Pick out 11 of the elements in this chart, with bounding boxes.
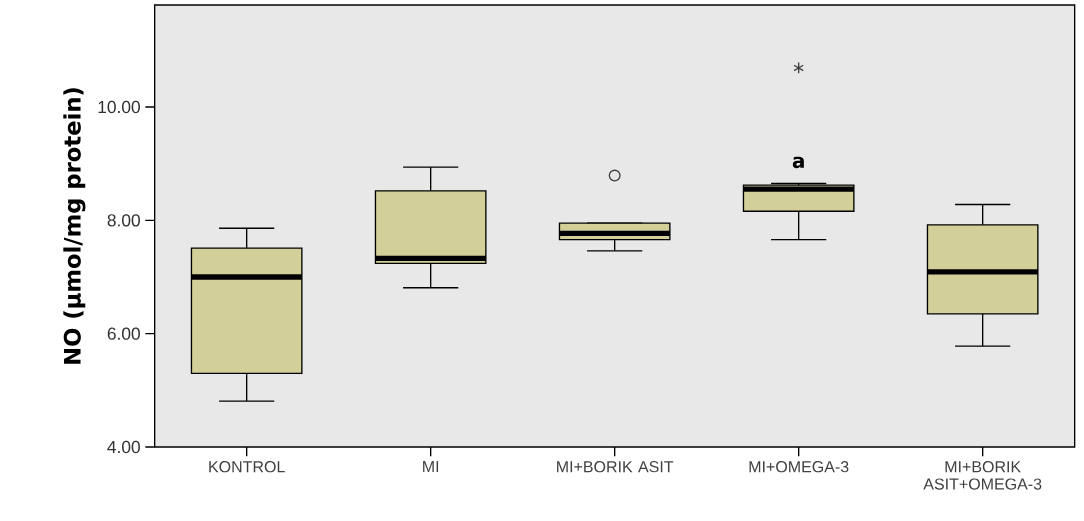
y-tick-label: 10.00 (98, 100, 140, 114)
x-tick-label: MI+BORIK ASIT (557, 461, 674, 473)
x-tick-label: KONTROL (209, 461, 285, 473)
x-tick-label: MI+OMEGA-3 (749, 461, 849, 473)
y-axis-title: NO (µmol/mg protein) (63, 88, 86, 364)
y-tick-label: 8.00 (107, 214, 140, 227)
y-tick-label: 6.00 (107, 327, 140, 340)
x-tick-label: MI (423, 461, 439, 473)
y-tick-label: 4.00 (107, 440, 140, 454)
annotation: a (792, 156, 804, 169)
x-tick-label: MI+BORIK ASIT+OMEGA-3 (923, 461, 1042, 490)
